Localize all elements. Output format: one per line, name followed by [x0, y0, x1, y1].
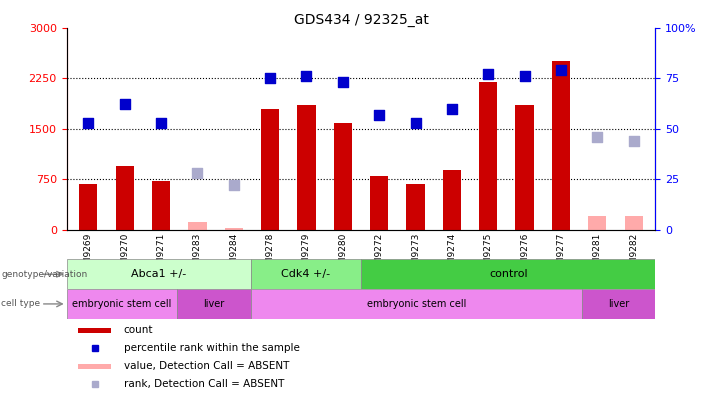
Point [83, 120, 94, 126]
Bar [67, 259, 251, 289]
Bar [407, 184, 425, 230]
Bar [116, 166, 134, 230]
Point [337, 79, 348, 86]
Text: Abca1 +/-: Abca1 +/- [131, 269, 186, 279]
Bar [625, 216, 643, 230]
Title: GDS434 / 92325_at: GDS434 / 92325_at [294, 13, 428, 27]
Text: Cdk4 +/-: Cdk4 +/- [281, 269, 330, 279]
Text: count: count [123, 325, 154, 335]
Point [229, 182, 240, 188]
Point [301, 73, 312, 79]
Point [447, 105, 458, 112]
Bar [177, 289, 251, 319]
Bar [297, 105, 315, 230]
Text: liver: liver [608, 299, 629, 309]
Bar [251, 259, 361, 289]
Text: liver: liver [203, 299, 224, 309]
Bar [225, 228, 243, 230]
Point [592, 133, 603, 140]
Text: embryonic stem cell: embryonic stem cell [367, 299, 466, 309]
Text: cell type: cell type [1, 299, 41, 308]
Point [374, 111, 385, 118]
Point [192, 170, 203, 176]
Text: rank, Detection Call = ABSENT: rank, Detection Call = ABSENT [123, 379, 284, 389]
Bar [334, 123, 352, 230]
Bar [443, 170, 461, 230]
Text: embryonic stem cell: embryonic stem cell [72, 299, 172, 309]
Bar [251, 289, 582, 319]
Bar [79, 327, 111, 333]
Bar [67, 289, 177, 319]
Bar [361, 259, 655, 289]
Bar [152, 181, 170, 230]
Bar [79, 364, 111, 369]
Bar [552, 61, 570, 230]
Text: control: control [489, 269, 528, 279]
Text: genotype/variation: genotype/variation [1, 270, 88, 279]
Point [410, 120, 421, 126]
Bar [582, 289, 655, 319]
Point [482, 71, 494, 77]
Bar [370, 176, 388, 230]
Bar [588, 216, 606, 230]
Point [264, 75, 275, 81]
Bar [479, 82, 497, 230]
Point [119, 101, 130, 108]
Point [519, 73, 530, 79]
Point [628, 138, 639, 144]
Text: percentile rank within the sample: percentile rank within the sample [123, 343, 299, 353]
Bar [189, 222, 207, 230]
Text: value, Detection Call = ABSENT: value, Detection Call = ABSENT [123, 361, 289, 371]
Bar [261, 109, 279, 230]
Bar [515, 105, 533, 230]
Bar [79, 184, 97, 230]
Point [156, 120, 167, 126]
Point [555, 67, 566, 73]
